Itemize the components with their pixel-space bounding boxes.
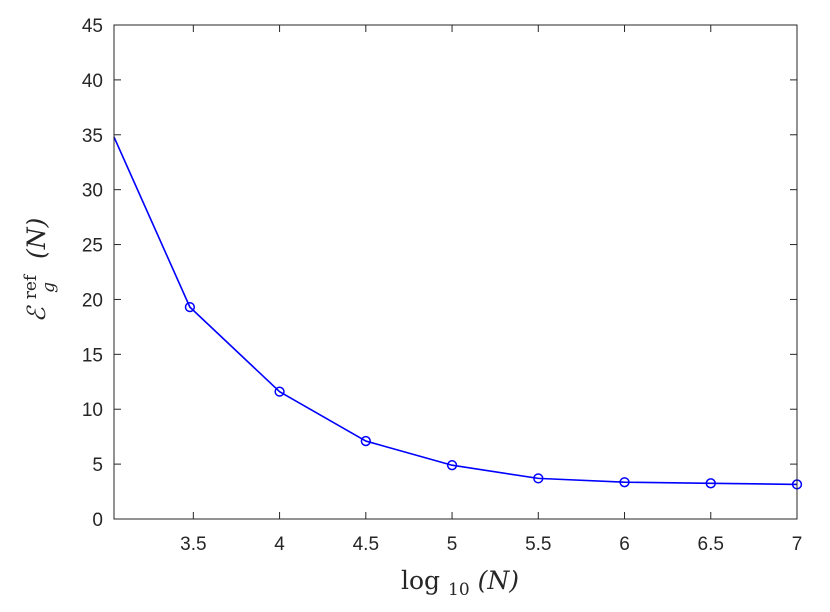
- x-tick-label: 4: [274, 534, 285, 555]
- axes-layer: [113, 24, 798, 520]
- data-point-marker: [446, 460, 458, 471]
- x-tick-label: 5: [447, 534, 458, 555]
- x-tick-label: 7: [792, 534, 803, 555]
- y-tick-label: 10: [82, 400, 103, 421]
- y-axis-label-main: ℰ: [22, 304, 51, 322]
- data-point-marker: [533, 473, 544, 484]
- x-tick-label: 3.5: [180, 534, 206, 555]
- x-axis-label: log 10 (N): [401, 566, 519, 601]
- x-tick-label: 4.5: [353, 534, 379, 555]
- x-axis-label-argument: (N): [478, 566, 519, 595]
- y-axis-label-subscript: g: [39, 282, 59, 293]
- x-tick-label: 5.5: [525, 534, 551, 555]
- y-tick-label: 35: [82, 126, 103, 147]
- x-axis-label-main: log: [401, 566, 440, 595]
- tick-label-layer: 3.5 4 4.5 5 5.5 6 6.5 7 0 5 10 15 20 25 30 35 40 45: [82, 16, 802, 555]
- series-line-0: [113, 136, 798, 486]
- y-tick-label: 45: [82, 16, 103, 37]
- y-tick-label: 40: [82, 71, 103, 92]
- data-point-marker: [619, 477, 630, 488]
- y-tick-label: 0: [92, 510, 103, 531]
- plot-area: [114, 25, 797, 519]
- y-axis-label-argument: (N): [22, 218, 51, 259]
- y-axis-label: ℰ ref g (N): [13, 218, 60, 323]
- x-tick-label: 6.5: [698, 534, 724, 555]
- y-tick-label: 25: [82, 236, 103, 257]
- data-point-marker: [184, 301, 196, 313]
- y-tick-label: 20: [82, 290, 103, 311]
- x-axis-label-subscript: 10: [448, 580, 470, 600]
- y-tick-label: 5: [92, 455, 103, 476]
- x-tick-label: 6: [619, 534, 630, 555]
- y-tick-label: 30: [82, 181, 103, 202]
- y-axis-label-superscript: ref: [21, 273, 41, 299]
- data-point-marker: [705, 478, 716, 489]
- y-tick-label: 15: [82, 345, 103, 366]
- data-point-marker: [360, 435, 371, 447]
- axes-box: [113, 24, 798, 520]
- data-point-marker: [274, 386, 285, 397]
